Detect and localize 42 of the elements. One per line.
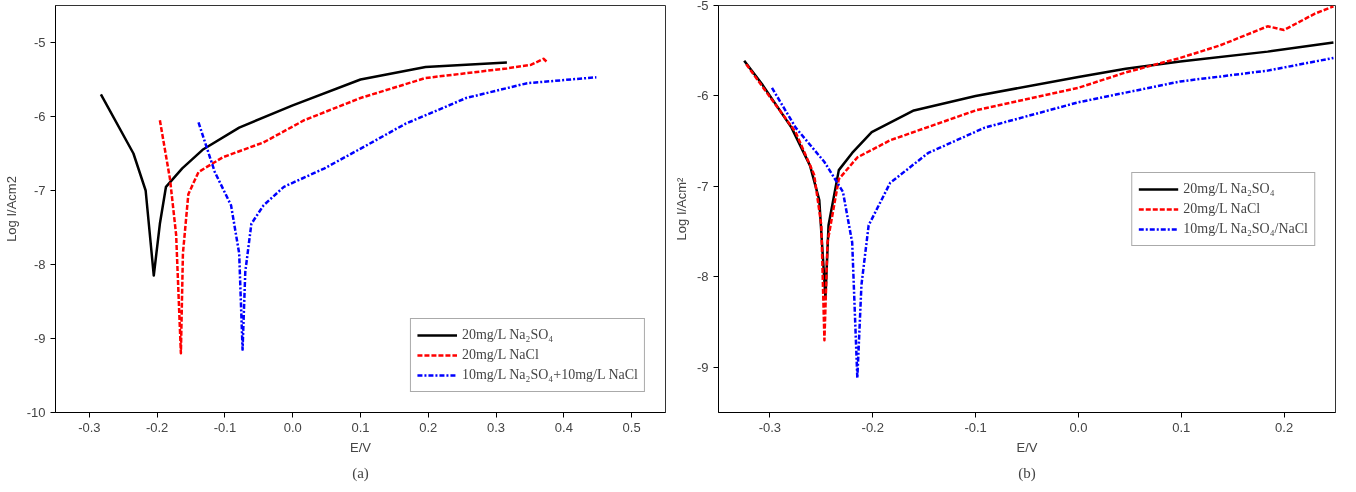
y-tick-label: -8 — [33, 257, 46, 272]
legend-label: 10mg/L Na₂SO₄/NaCl — [1183, 220, 1308, 237]
legend-label: 20mg/L Na₂SO₄ — [461, 327, 554, 343]
x-tick-label: 0.0 — [283, 419, 302, 435]
legend-label: 20mg/L NaCl — [1183, 200, 1261, 217]
y-tick-label: -9 — [696, 359, 709, 375]
legend-label: 20mg/L NaCl — [461, 347, 539, 363]
line-series — [99, 61, 509, 277]
x-tick-label: -0.3 — [78, 419, 101, 435]
x-tick-label: 0.1 — [351, 419, 370, 435]
y-tick-label: -10 — [26, 405, 46, 420]
x-tick-label: -0.1 — [964, 419, 987, 435]
x-tick-label: -0.2 — [145, 419, 169, 435]
x-tick-label: 0.5 — [622, 419, 641, 435]
y-tick-label: -7 — [696, 178, 709, 194]
y-tick-label: -9 — [33, 331, 46, 346]
y-axis-title: Log I/Acm2 — [3, 176, 19, 242]
x-tick-label: 0.2 — [1275, 419, 1294, 435]
y-tick-label: -5 — [33, 35, 46, 50]
x-tick-label: 0.0 — [1069, 419, 1088, 435]
x-tick-label: 0.3 — [487, 419, 506, 435]
legend-label: 20mg/L Na₂SO₄ — [1183, 180, 1275, 197]
text: (a) — [352, 464, 369, 482]
x-tick-label: 0.4 — [554, 419, 573, 435]
y-tick-label: -6 — [33, 109, 46, 124]
y-axis-title: Log I/Acm² — [673, 176, 689, 241]
x-axis-title: E/V — [350, 439, 372, 455]
legend-label: 10mg/L Na₂SO₄+10mg/L NaCl — [461, 367, 638, 383]
x-tick-label: 0.2 — [419, 419, 438, 435]
line-series — [197, 76, 598, 351]
line-series — [745, 5, 1335, 342]
y-tick-label: -7 — [33, 183, 46, 198]
x-tick-label: -0.2 — [861, 419, 884, 435]
x-tick-label: -0.3 — [758, 419, 782, 435]
x-tick-label: 0.1 — [1172, 419, 1191, 435]
x-tick-label: -0.1 — [213, 419, 237, 435]
line-series — [770, 56, 1335, 380]
y-tick-label: -8 — [696, 269, 709, 285]
text: (b) — [1018, 464, 1036, 482]
y-tick-label: -6 — [696, 88, 709, 104]
y-tick-label: -5 — [696, 0, 709, 13]
x-axis-title: E/V — [1016, 439, 1038, 455]
